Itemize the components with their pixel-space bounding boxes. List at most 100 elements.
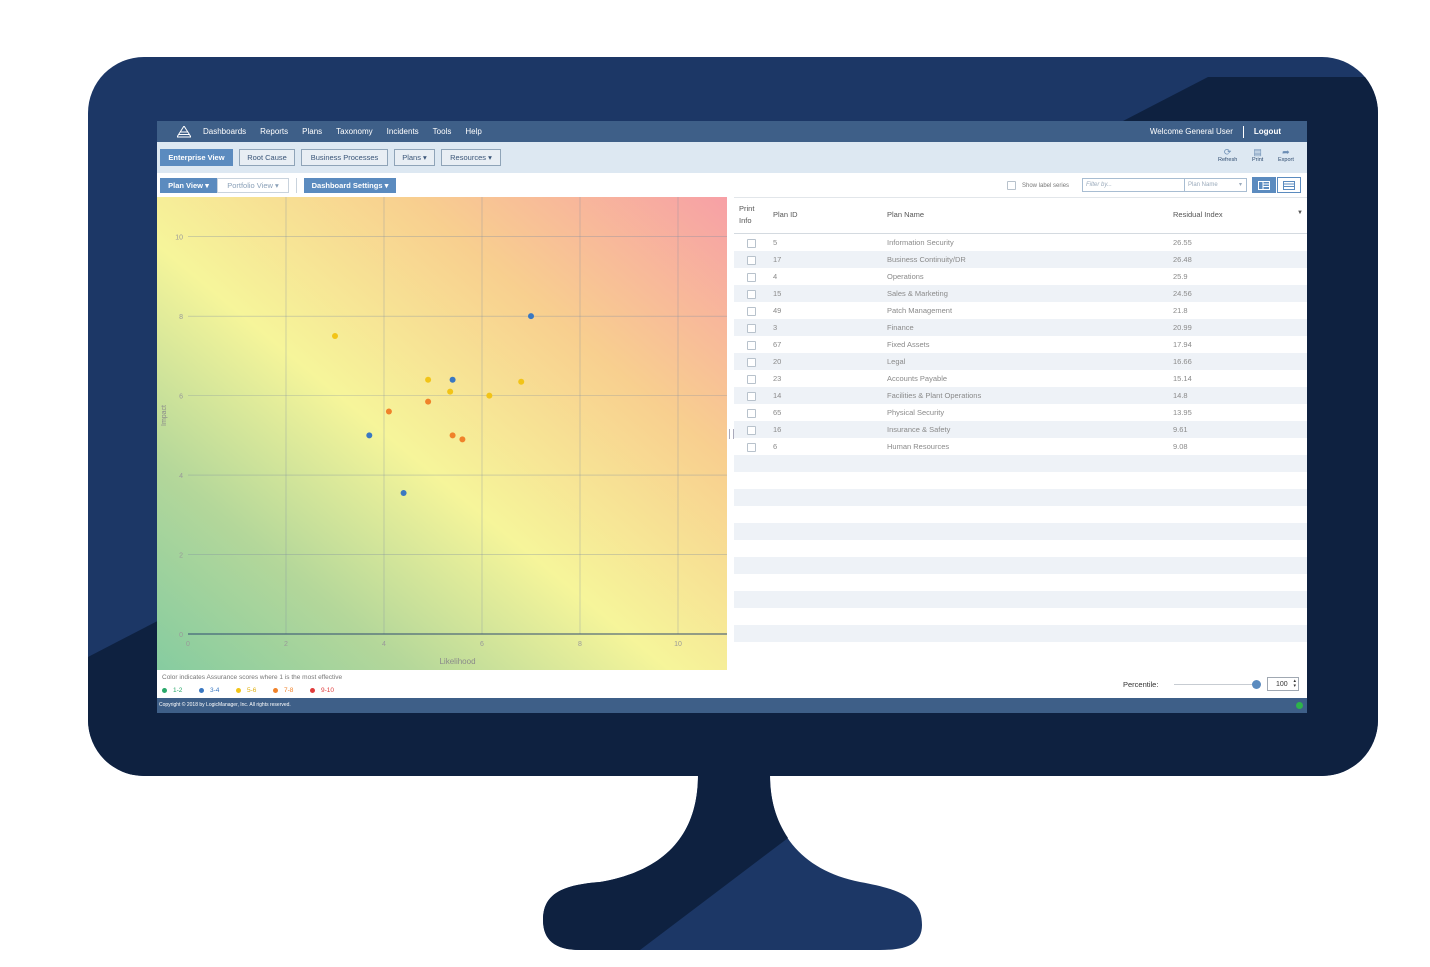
nav-item-dashboards[interactable]: Dashboards xyxy=(203,127,247,136)
print-checkbox[interactable] xyxy=(747,307,756,316)
split-view-toggle[interactable] xyxy=(1252,177,1276,193)
nav-item-help[interactable]: Help xyxy=(465,127,482,136)
data-point[interactable] xyxy=(449,432,456,439)
root-cause-button[interactable]: Root Cause xyxy=(239,149,295,166)
filter-input[interactable]: Filter by... xyxy=(1083,179,1185,191)
data-point[interactable] xyxy=(459,436,466,443)
plan-name-cell[interactable]: Business Continuity/DR xyxy=(887,255,966,264)
export-button[interactable]: ➦ Export xyxy=(1278,147,1294,163)
print-checkbox[interactable] xyxy=(747,409,756,418)
show-label-series-toggle[interactable]: Show label series xyxy=(1007,181,1069,190)
table-row[interactable]: 65 Physical Security 13.95 xyxy=(734,404,1307,421)
plan-name-cell[interactable]: Legal xyxy=(887,357,906,366)
empty-table-row xyxy=(734,557,1307,574)
print-checkbox[interactable] xyxy=(747,256,756,265)
print-checkbox[interactable] xyxy=(747,290,756,299)
percentile-input[interactable]: 100 ▴ ▾ xyxy=(1267,677,1299,691)
plan-name-cell[interactable]: Information Security xyxy=(887,238,954,247)
plan-view-dropdown[interactable]: Plan View ▾ xyxy=(160,178,217,193)
print-info-header[interactable]: Print Info xyxy=(739,203,754,227)
plan-name-cell[interactable]: Sales & Marketing xyxy=(887,289,948,298)
print-checkbox[interactable] xyxy=(747,375,756,384)
table-row[interactable]: 16 Insurance & Safety 9.61 xyxy=(734,421,1307,438)
refresh-button[interactable]: ⟳ Refresh xyxy=(1218,147,1237,163)
plan-name-cell[interactable]: Physical Security xyxy=(887,408,945,417)
data-point[interactable] xyxy=(486,392,493,399)
plan-name-header[interactable]: Plan Name xyxy=(887,210,925,219)
plan-id-header[interactable]: Plan ID xyxy=(773,210,798,219)
plan-name-cell[interactable]: Finance xyxy=(887,323,914,332)
plan-name-cell[interactable]: Human Resources xyxy=(887,442,950,451)
legend-dot xyxy=(236,688,241,693)
data-point[interactable] xyxy=(425,398,432,405)
table-row[interactable]: 6 Human Resources 9.08 xyxy=(734,438,1307,455)
nav-item-taxonomy[interactable]: Taxonomy xyxy=(336,127,373,136)
table-row[interactable]: 23 Accounts Payable 15.14 xyxy=(734,370,1307,387)
empty-table-row xyxy=(734,608,1307,625)
nav-item-reports[interactable]: Reports xyxy=(260,127,289,136)
print-checkbox[interactable] xyxy=(747,341,756,350)
legend-label: 9-10 xyxy=(321,687,335,694)
plan-name-cell[interactable]: Accounts Payable xyxy=(887,374,948,383)
pane-splitter[interactable] xyxy=(727,197,734,670)
table-row[interactable]: 4 Operations 25.9 xyxy=(734,268,1307,285)
data-point[interactable] xyxy=(332,333,338,340)
stepper-arrows-icon[interactable]: ▴ ▾ xyxy=(1293,678,1296,689)
plan-id-cell: 20 xyxy=(773,357,782,366)
show-label-series-checkbox[interactable] xyxy=(1007,181,1016,190)
data-point[interactable] xyxy=(425,376,432,383)
plan-name-cell[interactable]: Operations xyxy=(887,272,924,281)
nav-item-tools[interactable]: Tools xyxy=(432,127,452,136)
percentile-slider-handle[interactable] xyxy=(1251,680,1261,689)
plan-name-cell[interactable]: Patch Management xyxy=(887,306,953,315)
resources-dropdown[interactable]: Resources ▾ xyxy=(441,149,501,166)
print-checkbox[interactable] xyxy=(747,426,756,435)
table-row[interactable]: 5 Information Security 26.55 xyxy=(734,234,1307,251)
table-row[interactable]: 3 Finance 20.99 xyxy=(734,319,1307,336)
print-checkbox[interactable] xyxy=(747,358,756,367)
data-point[interactable] xyxy=(447,388,454,395)
table-row[interactable]: 20 Legal 16.66 xyxy=(734,353,1307,370)
filter-field-select[interactable]: Plan Name ▾ xyxy=(1185,179,1246,191)
table-row[interactable]: 17 Business Continuity/DR 26.48 xyxy=(734,251,1307,268)
residual-index-header[interactable]: Residual Index xyxy=(1173,210,1223,219)
data-point[interactable] xyxy=(400,489,407,496)
legend-dot xyxy=(273,688,278,693)
percentile-slider-track[interactable] xyxy=(1174,684,1256,685)
data-point[interactable] xyxy=(528,313,534,320)
business-processes-button[interactable]: Business Processes xyxy=(301,149,388,166)
data-point[interactable] xyxy=(518,378,525,385)
plan-name-cell[interactable]: Fixed Assets xyxy=(887,340,930,349)
empty-table-row xyxy=(734,625,1307,642)
sort-desc-icon[interactable]: ▼ xyxy=(1297,210,1303,216)
portfolio-view-dropdown[interactable]: Portfolio View ▾ xyxy=(217,178,289,193)
plan-name-cell[interactable]: Facilities & Plant Operations xyxy=(887,391,982,400)
data-point[interactable] xyxy=(385,408,392,415)
table-view-toggle[interactable] xyxy=(1277,177,1301,193)
plan-id-cell: 65 xyxy=(773,408,782,417)
x-tick-label: 10 xyxy=(674,641,682,648)
table-row[interactable]: 15 Sales & Marketing 24.56 xyxy=(734,285,1307,302)
residual-index-cell: 15.14 xyxy=(1173,374,1192,383)
data-point[interactable] xyxy=(449,376,456,383)
print-checkbox[interactable] xyxy=(747,324,756,333)
logout-link[interactable]: Logout xyxy=(1253,127,1281,136)
dashboard-settings-dropdown[interactable]: Dashboard Settings ▾ xyxy=(304,178,396,193)
logo-icon[interactable] xyxy=(177,125,191,138)
table-row[interactable]: 14 Facilities & Plant Operations 14.8 xyxy=(734,387,1307,404)
nav-item-plans[interactable]: Plans xyxy=(302,127,323,136)
dashboard-settings-label: Dashboard Settings xyxy=(311,181,383,190)
print-checkbox[interactable] xyxy=(747,443,756,452)
plans-dropdown[interactable]: Plans ▾ xyxy=(394,149,435,166)
enterprise-view-button[interactable]: Enterprise View xyxy=(160,149,233,166)
table-row[interactable]: 49 Patch Management 21.8 xyxy=(734,302,1307,319)
print-button[interactable]: ▤ Print xyxy=(1252,147,1263,163)
print-checkbox[interactable] xyxy=(747,239,756,248)
table-row[interactable]: 67 Fixed Assets 17.94 xyxy=(734,336,1307,353)
chevron-down-icon: ▾ xyxy=(488,153,492,162)
print-checkbox[interactable] xyxy=(747,273,756,282)
plan-name-cell[interactable]: Insurance & Safety xyxy=(887,425,951,434)
print-checkbox[interactable] xyxy=(747,392,756,401)
data-point[interactable] xyxy=(366,432,373,439)
nav-item-incidents[interactable]: Incidents xyxy=(386,127,419,136)
